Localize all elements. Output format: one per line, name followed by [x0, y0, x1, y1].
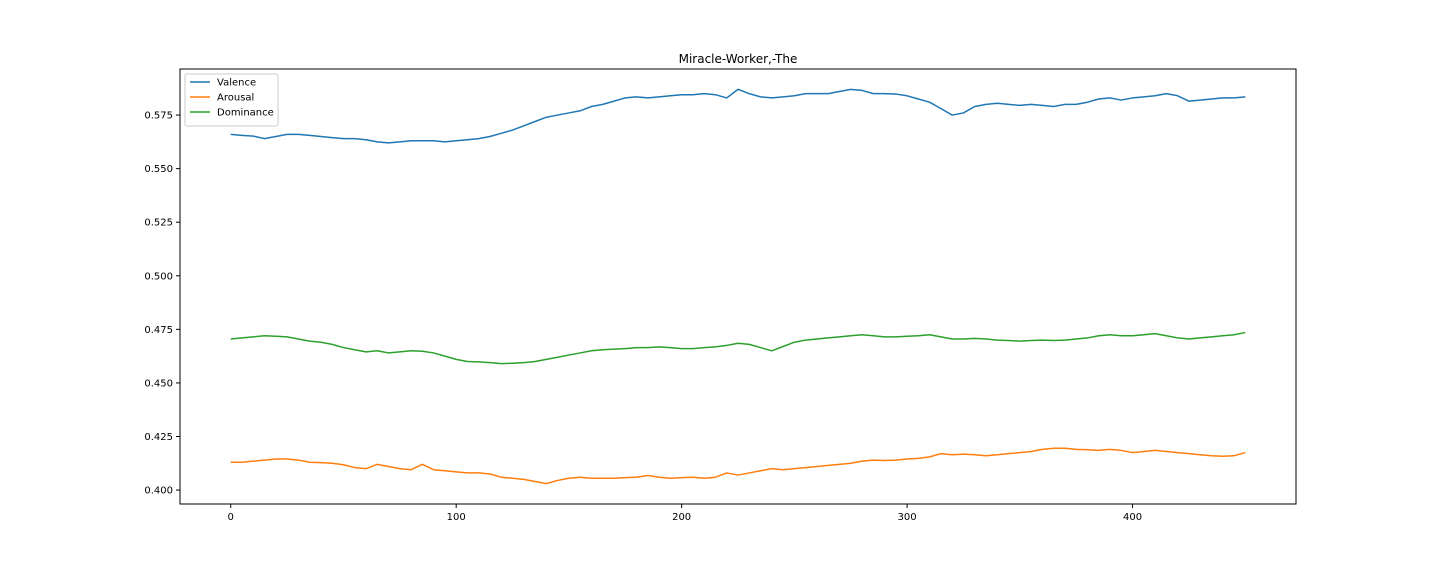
- y-tick-label: 0.575: [144, 111, 173, 122]
- legend: Valence Arousal Dominance: [184, 73, 279, 127]
- y-tick-label: 0.500: [144, 271, 173, 282]
- x-tick-label: 200: [672, 512, 691, 523]
- series-line-valence: [230, 88, 1246, 144]
- x-tick-label: 300: [898, 512, 917, 523]
- series-line-dominance: [230, 331, 1246, 365]
- x-axis: 0 100 200 300 400: [228, 504, 1142, 523]
- legend-label-valence: Valence: [217, 78, 256, 89]
- y-tick-label: 0.475: [144, 325, 173, 336]
- x-tick-label: 100: [447, 512, 466, 523]
- x-tick-label: 400: [1123, 512, 1142, 523]
- series-line-arousal: [230, 447, 1246, 485]
- y-tick-label: 0.400: [144, 486, 173, 497]
- legend-box: [184, 73, 279, 127]
- y-tick-label: 0.525: [144, 218, 173, 229]
- x-tick-label: 0: [228, 512, 234, 523]
- legend-label-arousal: Arousal: [217, 93, 254, 104]
- y-tick-label: 0.550: [144, 164, 173, 175]
- series-layer: [230, 88, 1246, 485]
- y-tick-label: 0.450: [144, 378, 173, 389]
- chart-title: Miracle-Worker,-The: [679, 52, 798, 66]
- y-axis: 0.400 0.425 0.450 0.475 0.500 0.525 0.550 0.575: [144, 111, 180, 497]
- y-tick-label: 0.425: [144, 432, 173, 443]
- legend-label-dominance: Dominance: [217, 108, 274, 119]
- plot-area-frame: [179, 68, 1297, 505]
